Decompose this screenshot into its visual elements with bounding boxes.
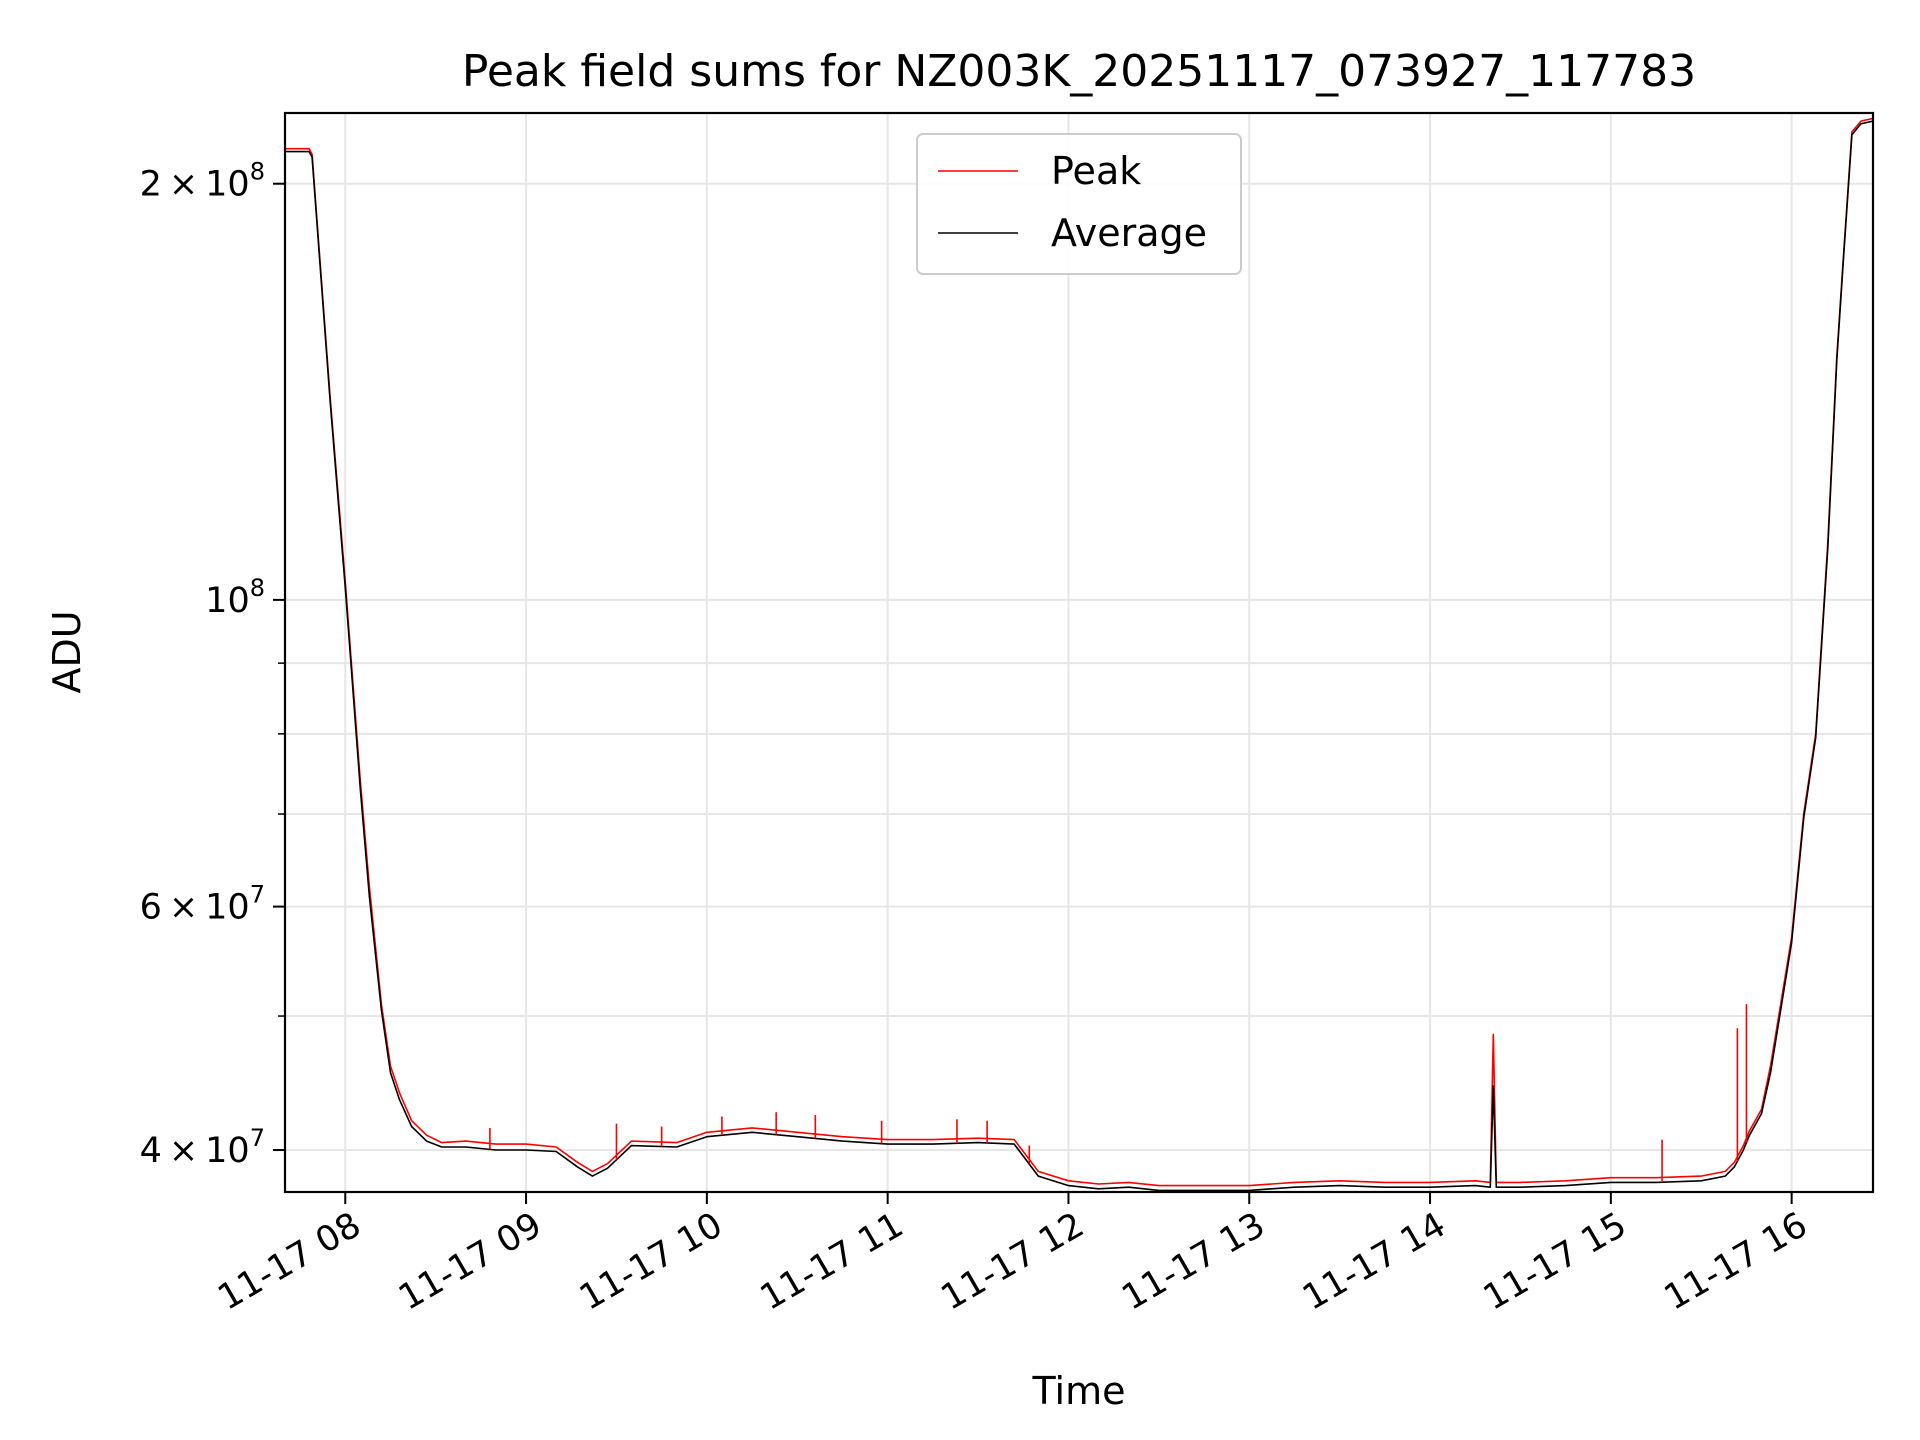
y-tick-exponent: 7 bbox=[250, 881, 265, 909]
legend: Peak Average bbox=[916, 133, 1242, 275]
y-tick-exponent: 7 bbox=[250, 1124, 265, 1152]
y-tick-label: 4 × 107 bbox=[140, 1124, 265, 1171]
y-tick-exponent: 8 bbox=[250, 158, 265, 186]
chart-title: Peak field sums for NZ003K_20251117_0739… bbox=[462, 46, 1696, 97]
legend-label-average: Average bbox=[1051, 211, 1207, 255]
grid-lines bbox=[285, 113, 1873, 1192]
y-tick-exponent: 8 bbox=[250, 574, 265, 602]
y-tick-base: 10 bbox=[205, 581, 250, 621]
x-axis-label: Time bbox=[1032, 1369, 1126, 1413]
series-layer bbox=[285, 117, 1873, 1192]
legend-box bbox=[916, 133, 1242, 275]
series-line-peak bbox=[285, 117, 1873, 1187]
legend-label-peak: Peak bbox=[1051, 149, 1141, 193]
y-tick-base: 6 × 10 bbox=[140, 888, 250, 928]
y-tick-base: 2 × 10 bbox=[140, 165, 250, 205]
y-tick-label: 6 × 107 bbox=[140, 881, 265, 928]
series-line-average bbox=[285, 120, 1873, 1192]
y-tick-label: 2 × 108 bbox=[140, 158, 265, 205]
y-tick-base: 4 × 10 bbox=[140, 1131, 250, 1171]
y-axis-label: ADU bbox=[45, 610, 89, 693]
y-tick-label: 108 bbox=[205, 574, 265, 621]
plot-frame bbox=[283, 111, 1875, 1194]
